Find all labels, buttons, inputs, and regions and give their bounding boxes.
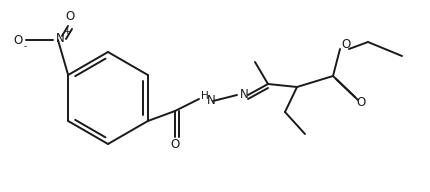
Text: N: N <box>55 31 64 45</box>
Text: +: + <box>63 27 71 36</box>
Text: N: N <box>207 94 215 108</box>
Text: -: - <box>23 42 27 51</box>
Text: O: O <box>13 33 23 46</box>
Text: O: O <box>341 39 350 51</box>
Text: N: N <box>240 89 249 102</box>
Text: O: O <box>170 138 180 151</box>
Text: O: O <box>356 95 366 108</box>
Text: H: H <box>201 91 209 101</box>
Text: O: O <box>65 11 75 23</box>
